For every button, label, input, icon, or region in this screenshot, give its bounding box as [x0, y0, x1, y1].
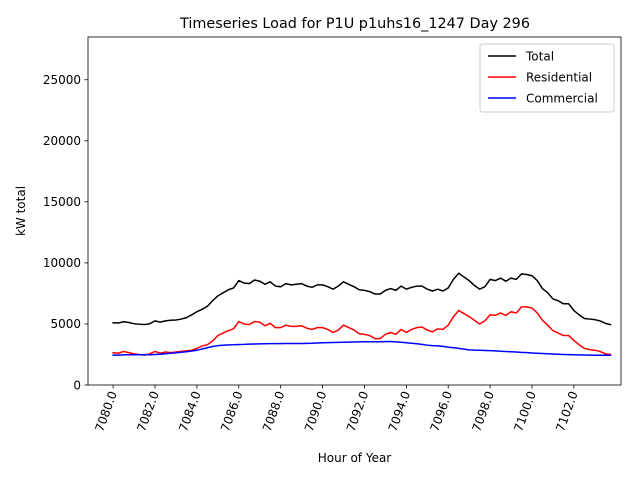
legend-label-total: Total: [525, 49, 554, 63]
x-tick-label: 7084.0: [176, 389, 204, 433]
x-tick-label: 7080.0: [92, 389, 120, 433]
y-axis-label: kW total: [14, 186, 28, 236]
y-tick-label: 0: [73, 378, 81, 392]
series-layer: [112, 272, 612, 356]
y-tick-label: 10000: [43, 256, 81, 270]
x-tick-label: 7102.0: [553, 389, 581, 433]
x-tick-label: 7100.0: [511, 389, 539, 433]
legend: Total Residential Commercial: [479, 43, 615, 113]
y-tick-label: 20000: [43, 134, 81, 148]
legend-box: [479, 43, 615, 113]
series-line-residential: [112, 306, 612, 356]
legend-label-commercial: Commercial: [526, 91, 598, 105]
x-tick-label: 7098.0: [469, 389, 497, 433]
x-tick-label: 7082.0: [134, 389, 162, 433]
series-line-total: [112, 272, 612, 326]
x-tick-label: 7094.0: [386, 389, 414, 433]
legend-label-residential: Residential: [526, 70, 592, 84]
y-tick-label: 15000: [43, 195, 81, 209]
x-tick-label: 7088.0: [260, 389, 288, 433]
series-line-commercial: [112, 340, 612, 356]
chart-title: Timeseries Load for P1U p1uhs16_1247 Day…: [179, 16, 530, 32]
x-axis-label: Hour of Year: [318, 451, 392, 465]
x-tick-label: 7096.0: [428, 389, 456, 433]
x-tick-label: 7092.0: [344, 389, 372, 433]
x-tick-label: 7090.0: [302, 389, 330, 433]
x-tick-label: 7086.0: [218, 389, 246, 433]
y-tick-label: 5000: [50, 317, 81, 331]
axes-frame: [87, 36, 622, 386]
y-tick-label: 25000: [43, 73, 81, 87]
